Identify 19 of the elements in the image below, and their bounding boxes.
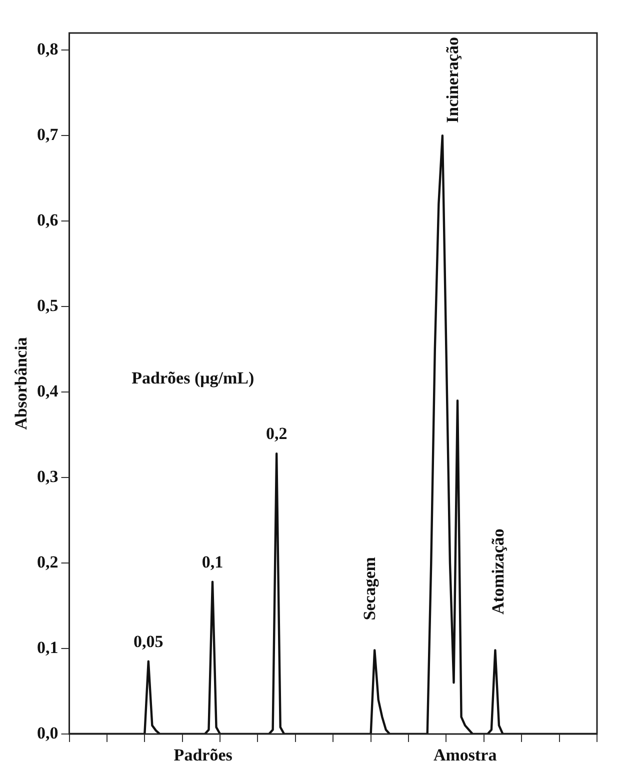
y-tick-label: 0,7 [37, 124, 59, 144]
text: Padrões [174, 745, 233, 764]
y-tick-label: 0,5 [37, 296, 58, 315]
y-tick-label: 0,3 [37, 466, 58, 486]
annotation: 0,1 [202, 552, 224, 572]
annotation: Atomização [488, 528, 508, 615]
annotation: Padrões (μg/mL) [132, 368, 254, 388]
annotation: Secagem [360, 557, 380, 620]
annotation: Incineração [443, 37, 462, 123]
y-tick-label: 0,4 [37, 381, 59, 400]
y-tick-label: 0,1 [37, 638, 58, 657]
y-tick-label: 0,6 [37, 210, 58, 230]
annotation: 0,2 [266, 424, 288, 444]
y-tick-label: 0,2 [37, 552, 58, 572]
y-tick-label: 0,8 [37, 39, 58, 58]
y-tick-label: 0,0 [37, 723, 58, 742]
annotation: 0,05 [134, 632, 164, 651]
y-axis-title: Absorbância [11, 336, 30, 430]
text: Amostra [433, 745, 498, 764]
